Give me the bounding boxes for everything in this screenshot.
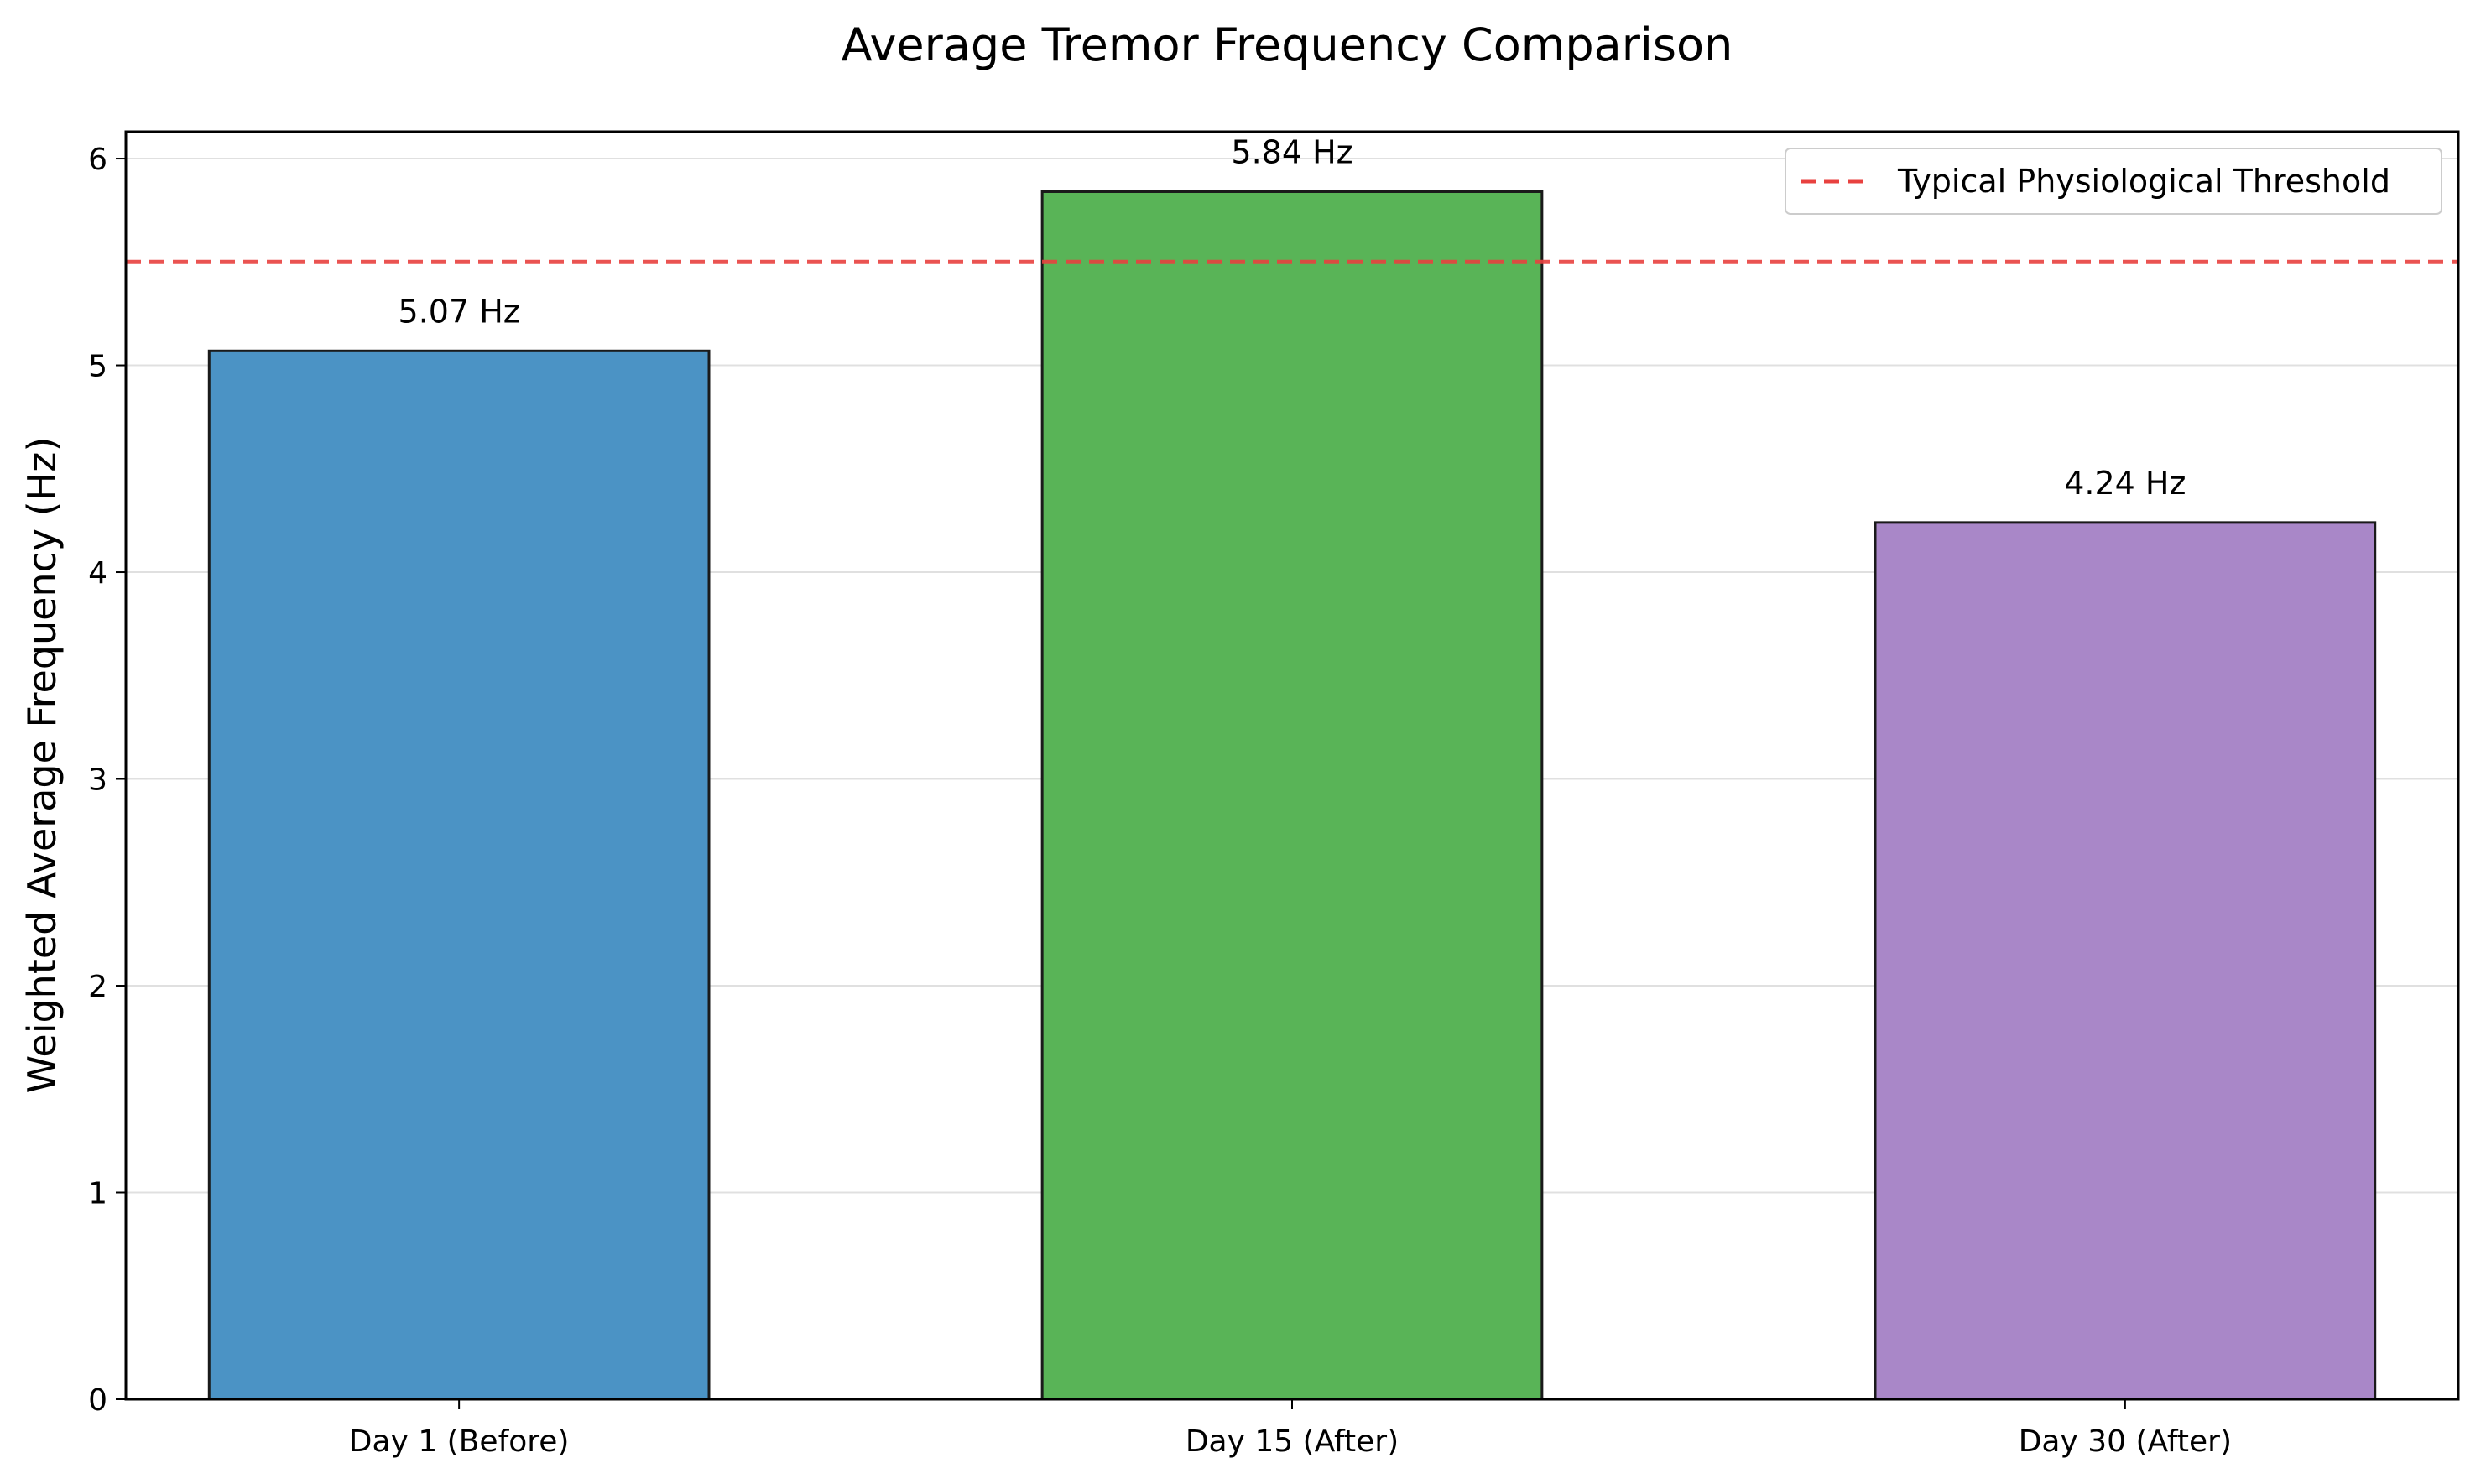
- legend: Typical Physiological Threshold: [1785, 148, 2442, 215]
- bar-value-label-1: 5.07 Hz: [399, 293, 520, 330]
- bars: [207, 190, 2377, 1401]
- x-tick-label-1: Day 1 (Before): [349, 1424, 570, 1459]
- x-tick-label-2: Day 15 (After): [1186, 1424, 1399, 1459]
- y-tick-label-3: 3: [88, 763, 107, 798]
- y-tick-label-1: 1: [88, 1177, 107, 1211]
- chart-title: Average Tremor Frequency Comparison: [842, 18, 1733, 71]
- y-tick-label-2: 2: [88, 970, 107, 1004]
- legend-box: [1785, 148, 2442, 215]
- y-tick-label-5: 5: [88, 350, 107, 384]
- bar-3: [1874, 521, 2377, 1401]
- bar-value-label-2: 5.84 Hz: [1231, 133, 1352, 170]
- axis-ticks: 0 1 2 3 4 5 6 Day 1 (Before) Day 15 (After) Day 3…: [88, 143, 2232, 1459]
- legend-label-threshold: Typical Physiological Threshold: [1897, 163, 2390, 200]
- data-labels: 5.07 Hz 5.84 Hz 4.24 Hz: [399, 133, 2186, 501]
- y-axis-label: Weighted Average Frequency (Hz): [19, 437, 65, 1094]
- bar-2: [1040, 190, 1544, 1401]
- x-tick-label-3: Day 30 (After): [2019, 1424, 2232, 1459]
- y-tick-label-6: 6: [88, 143, 107, 177]
- y-tick-label-0: 0: [88, 1383, 107, 1418]
- bar-value-label-3: 4.24 Hz: [2064, 465, 2186, 502]
- y-tick-label-4: 4: [88, 556, 107, 591]
- bar-1: [207, 349, 711, 1401]
